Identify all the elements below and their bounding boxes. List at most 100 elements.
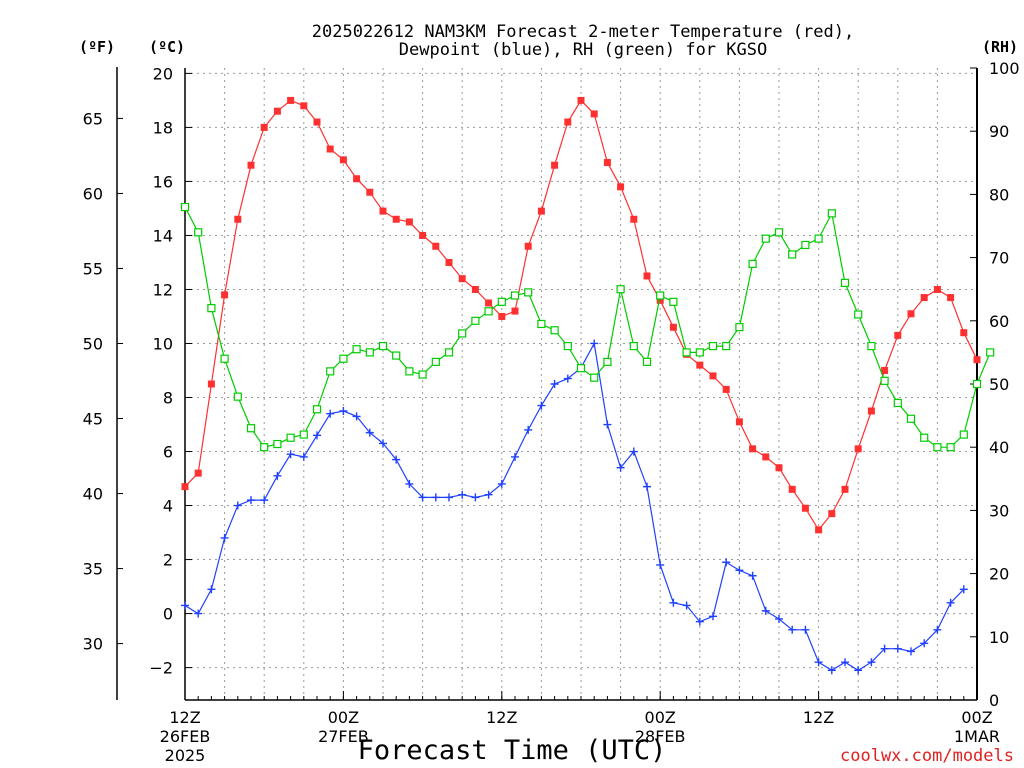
temperature-point bbox=[207, 380, 215, 388]
rh-point bbox=[774, 228, 784, 237]
temperature-point bbox=[762, 453, 770, 461]
rh-point bbox=[365, 348, 374, 357]
rh-point bbox=[722, 341, 731, 351]
rh-point bbox=[563, 341, 572, 351]
dewpoint-point bbox=[379, 439, 387, 448]
dewpoint-point bbox=[920, 639, 929, 648]
dewpoint-point bbox=[946, 598, 955, 607]
temperature-point bbox=[722, 385, 730, 393]
x-tick-label: 26FEB bbox=[160, 727, 211, 746]
temperature-point bbox=[947, 294, 955, 302]
fahrenheit-tick-label: 60 bbox=[83, 184, 103, 203]
rh-point bbox=[550, 326, 559, 335]
dewpoint-point bbox=[471, 493, 480, 502]
temperature-point bbox=[458, 275, 466, 283]
rh-point bbox=[484, 307, 493, 316]
temperature-point bbox=[432, 242, 440, 250]
temperature-point bbox=[405, 218, 413, 226]
x-tick-label: 00Z bbox=[645, 708, 676, 727]
dewpoint-point bbox=[880, 644, 889, 653]
dewpoint-point bbox=[603, 420, 612, 429]
temperature-point bbox=[749, 445, 757, 453]
rh-point bbox=[682, 348, 691, 357]
dewpoint-point bbox=[841, 658, 849, 667]
temperature-point bbox=[471, 285, 479, 293]
temperature-point bbox=[920, 294, 928, 302]
dewpoint-point bbox=[893, 644, 902, 653]
dewpoint-point bbox=[735, 566, 744, 575]
temperature-point bbox=[828, 510, 836, 518]
rh-point bbox=[392, 351, 401, 360]
temperature-point bbox=[313, 118, 321, 126]
grid-lines bbox=[185, 68, 977, 700]
dewpoint-point bbox=[933, 625, 942, 634]
dewpoint-point bbox=[695, 617, 704, 626]
temperature-point bbox=[234, 215, 242, 223]
celsius-unit-label: (ºC) bbox=[149, 38, 185, 56]
rh-point bbox=[695, 348, 704, 357]
fahrenheit-tick-label: 45 bbox=[83, 410, 103, 429]
dewpoint-point bbox=[405, 479, 414, 488]
rh-point bbox=[972, 379, 982, 389]
rh-point bbox=[576, 364, 586, 373]
rh-tick-label: 30 bbox=[989, 501, 1009, 520]
rh-series bbox=[180, 202, 995, 452]
temperature-point bbox=[881, 366, 889, 374]
chart-title-line-2: Dewpoint (blue), RH (green) for KGSO bbox=[399, 40, 767, 60]
x-tick-label: 12Z bbox=[803, 708, 834, 727]
dewpoint-point bbox=[867, 658, 876, 667]
temperature-point bbox=[300, 102, 308, 110]
rh-point bbox=[246, 424, 256, 433]
rh-point bbox=[405, 367, 414, 376]
rh-point bbox=[840, 278, 850, 287]
dewpoint-point bbox=[590, 339, 599, 348]
rh-point bbox=[708, 341, 718, 351]
rh-point bbox=[458, 329, 467, 338]
rh-point bbox=[590, 373, 599, 382]
temperature-point bbox=[379, 207, 387, 215]
dewpoint-point bbox=[801, 625, 810, 634]
fahrenheit-unit-label: (ºF) bbox=[79, 38, 115, 56]
rh-line bbox=[184, 206, 991, 448]
dewpoint-point bbox=[431, 493, 440, 502]
temperature-point bbox=[326, 145, 334, 153]
temperature-point bbox=[366, 188, 374, 196]
x-tick-label: 00Z bbox=[328, 708, 359, 727]
dewpoint-point bbox=[484, 490, 493, 499]
rh-tick-label: 50 bbox=[989, 375, 1009, 394]
dewpoint-point bbox=[392, 455, 401, 464]
dewpoint-point bbox=[247, 496, 255, 505]
temperature-point bbox=[537, 207, 545, 215]
dewpoint-series bbox=[181, 339, 968, 675]
x-tick-label: 12Z bbox=[486, 708, 517, 727]
rh-point bbox=[642, 357, 652, 366]
temperature-point bbox=[960, 329, 968, 337]
rh-point bbox=[669, 297, 678, 306]
rh-point bbox=[867, 341, 876, 351]
rh-point bbox=[339, 354, 348, 363]
rh-tick-label: 60 bbox=[989, 312, 1009, 331]
x-tick-label: 00Z bbox=[961, 708, 992, 727]
rh-unit-label: (RH) bbox=[982, 38, 1018, 56]
temperature-point bbox=[577, 96, 585, 104]
dewpoint-point bbox=[458, 490, 467, 499]
temperature-point bbox=[630, 215, 638, 223]
data-series bbox=[180, 96, 995, 675]
fahrenheit-tick-label: 65 bbox=[83, 109, 103, 128]
rh-point bbox=[603, 357, 612, 366]
rh-point bbox=[418, 370, 427, 379]
dewpoint-point bbox=[814, 658, 823, 667]
rh-point bbox=[471, 316, 480, 325]
fahrenheit-tick-label: 30 bbox=[83, 635, 103, 654]
rh-point bbox=[524, 288, 533, 297]
rh-point bbox=[312, 405, 322, 414]
celsius-tick-label: 18 bbox=[153, 118, 173, 137]
temperature-point bbox=[854, 445, 862, 453]
dewpoint-point bbox=[616, 463, 625, 472]
dewpoint-point bbox=[959, 585, 968, 594]
rh-point bbox=[880, 376, 889, 385]
x-axis-label: Forecast Time (UTC) bbox=[358, 735, 667, 766]
celsius-tick-label: 10 bbox=[153, 334, 173, 353]
temperature-point bbox=[524, 242, 532, 250]
dewpoint-point bbox=[709, 612, 717, 621]
